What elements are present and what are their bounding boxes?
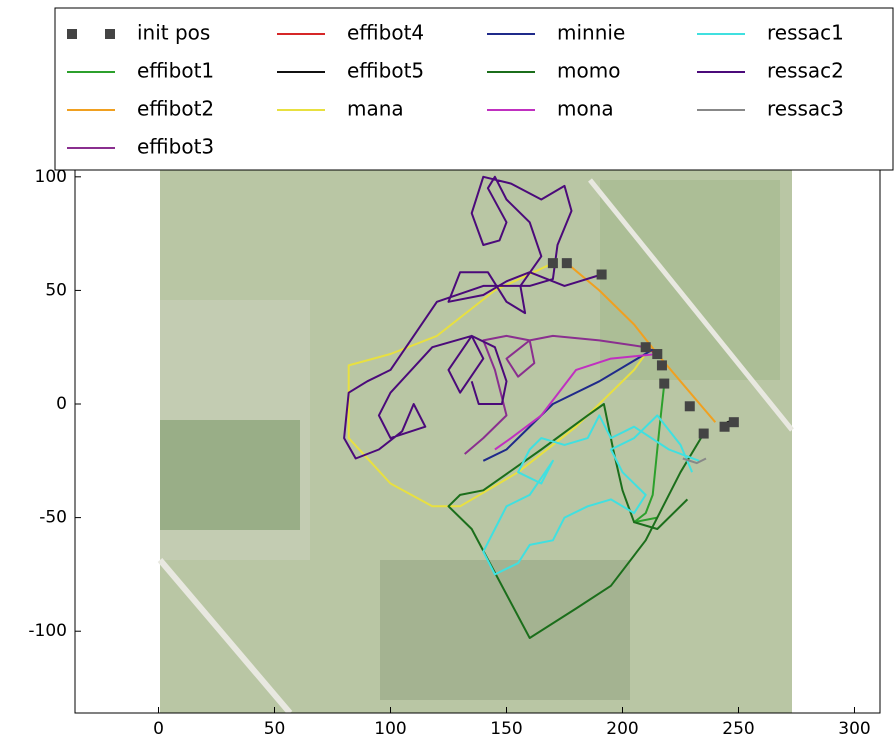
image-road (588, 178, 794, 432)
init-marker (547, 258, 558, 269)
legend-label: effibot3 (137, 135, 214, 159)
legend-frame (54, 7, 894, 171)
x-tick-label: 50 (264, 719, 286, 739)
init-marker (698, 428, 709, 439)
y-tick-label: 0 (56, 394, 67, 414)
legend-label: ressac1 (767, 21, 844, 45)
y-tick-label: -50 (39, 508, 67, 528)
legend-marker (105, 29, 115, 39)
init-marker (684, 401, 695, 412)
x-tick-label: 150 (490, 719, 522, 739)
x-tick-label: 200 (606, 719, 638, 739)
ticks: 0 50 100 150 200 250 300 -100 -50 0 50 100 (28, 167, 870, 739)
init-marker (656, 360, 667, 371)
plot-area (343, 175, 739, 639)
legend-label: minnie (557, 21, 625, 45)
y-tick-label: 50 (45, 280, 67, 300)
y-tick-label: 100 (35, 167, 67, 187)
legend-label: ressac3 (767, 97, 844, 121)
legend-label: effibot2 (137, 97, 214, 121)
legend-label: ressac2 (767, 59, 844, 83)
trajectory (464, 334, 646, 455)
y-tick-label: -100 (28, 621, 67, 641)
init-marker (728, 417, 739, 428)
legend-label: effibot4 (347, 21, 424, 45)
image-trees (380, 560, 630, 700)
legend-label: effibot5 (347, 59, 424, 83)
trajectory (494, 353, 658, 451)
init-marker (640, 342, 651, 353)
x-tick-label: 100 (374, 719, 406, 739)
trajectory (447, 403, 705, 639)
x-tick-label: 250 (722, 719, 754, 739)
init-marker (596, 269, 607, 280)
trajectory (347, 262, 652, 508)
image-field (600, 180, 780, 380)
trajectory (682, 457, 707, 465)
image-road (157, 558, 293, 713)
init-marker (561, 258, 572, 269)
legend-label: mona (557, 97, 614, 121)
aerial-image (157, 170, 794, 713)
legend-label: mana (347, 97, 404, 121)
legend-marker (67, 29, 77, 39)
init-marker (719, 421, 730, 432)
legend: init pos effibot1 effibot2 effibot3 effibot4… (54, 7, 894, 171)
x-tick-label: 300 (838, 719, 870, 739)
legend-label: momo (557, 59, 620, 83)
trajectory (343, 175, 602, 460)
legend-label: effibot1 (137, 59, 214, 83)
init-marker (652, 349, 663, 360)
trajectory (482, 348, 654, 462)
trajectory (482, 414, 700, 576)
init-marker (659, 378, 670, 389)
legend-label: init pos (137, 21, 210, 45)
x-tick-label: 0 (153, 719, 164, 739)
image-trees (160, 420, 300, 530)
